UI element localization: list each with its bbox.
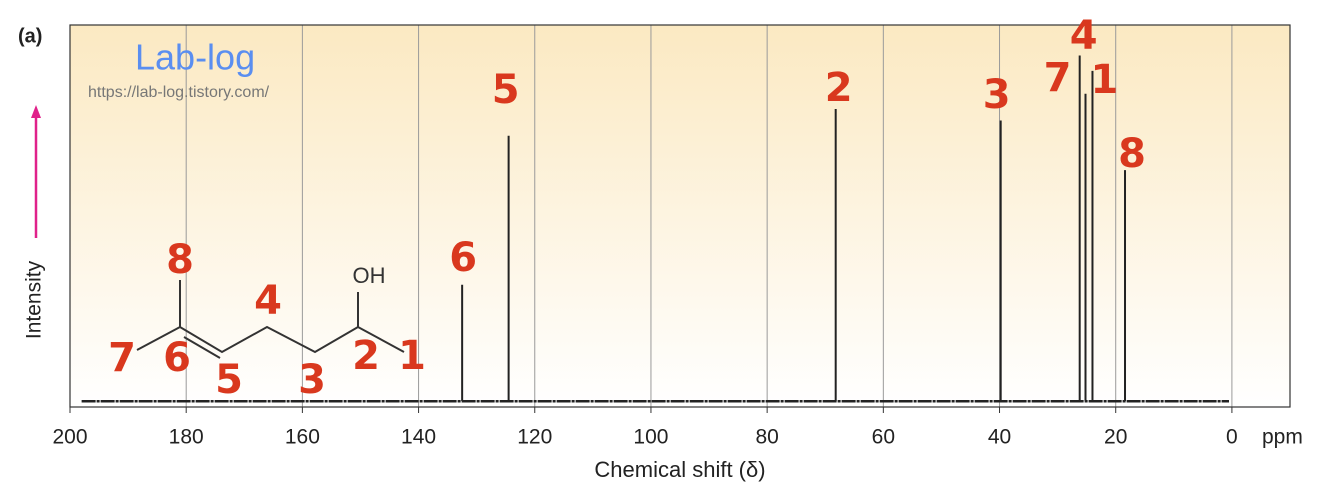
x-tick-label: 0	[1226, 426, 1238, 449]
x-tick-label: 200	[52, 426, 87, 449]
peak-label: 3	[983, 72, 1011, 118]
x-tick-label: 100	[633, 426, 668, 449]
watermark-url: https://lab-log.tistory.com/	[88, 84, 270, 101]
x-tick-label: 60	[872, 426, 895, 449]
plot-frame	[69, 24, 1291, 408]
watermark-title: Lab-log	[135, 37, 255, 78]
x-tick-label: 40	[988, 426, 1011, 449]
peak-label: 8	[1118, 131, 1146, 177]
peak-label: 6	[449, 235, 477, 281]
atom-label: 6	[163, 335, 191, 381]
panel-label: (a)	[18, 25, 42, 47]
x-axis-label: Chemical shift (δ)	[594, 457, 765, 482]
double-bond	[183, 336, 221, 359]
molecule	[136, 280, 405, 359]
atom-label: 2	[352, 333, 380, 379]
substituent-label: OH	[353, 263, 386, 288]
peak-label: 1	[1091, 57, 1119, 103]
x-tick-label: 80	[755, 426, 778, 449]
x-unit-label: ppm	[1262, 426, 1303, 449]
atom-label: 7	[108, 335, 136, 381]
x-tick-label: 140	[401, 426, 436, 449]
atom-label: 8	[166, 237, 194, 283]
plot-background	[70, 25, 1290, 407]
atom-label: 1	[398, 333, 426, 379]
x-tick-label: 120	[517, 426, 552, 449]
atom-label: 5	[215, 357, 243, 403]
atom-label: 4	[254, 278, 282, 324]
peak-label: 2	[825, 65, 853, 111]
x-tick-label: 180	[169, 426, 204, 449]
peak-label: 7	[1044, 55, 1072, 101]
peak-label: 5	[492, 67, 520, 113]
x-tick-label: 20	[1104, 426, 1127, 449]
y-arrowhead	[31, 105, 41, 118]
atom-label: 3	[298, 357, 326, 403]
peak-label: 4	[1070, 13, 1098, 59]
x-tick-label: 160	[285, 426, 320, 449]
y-axis-label: Intensity	[23, 260, 46, 339]
